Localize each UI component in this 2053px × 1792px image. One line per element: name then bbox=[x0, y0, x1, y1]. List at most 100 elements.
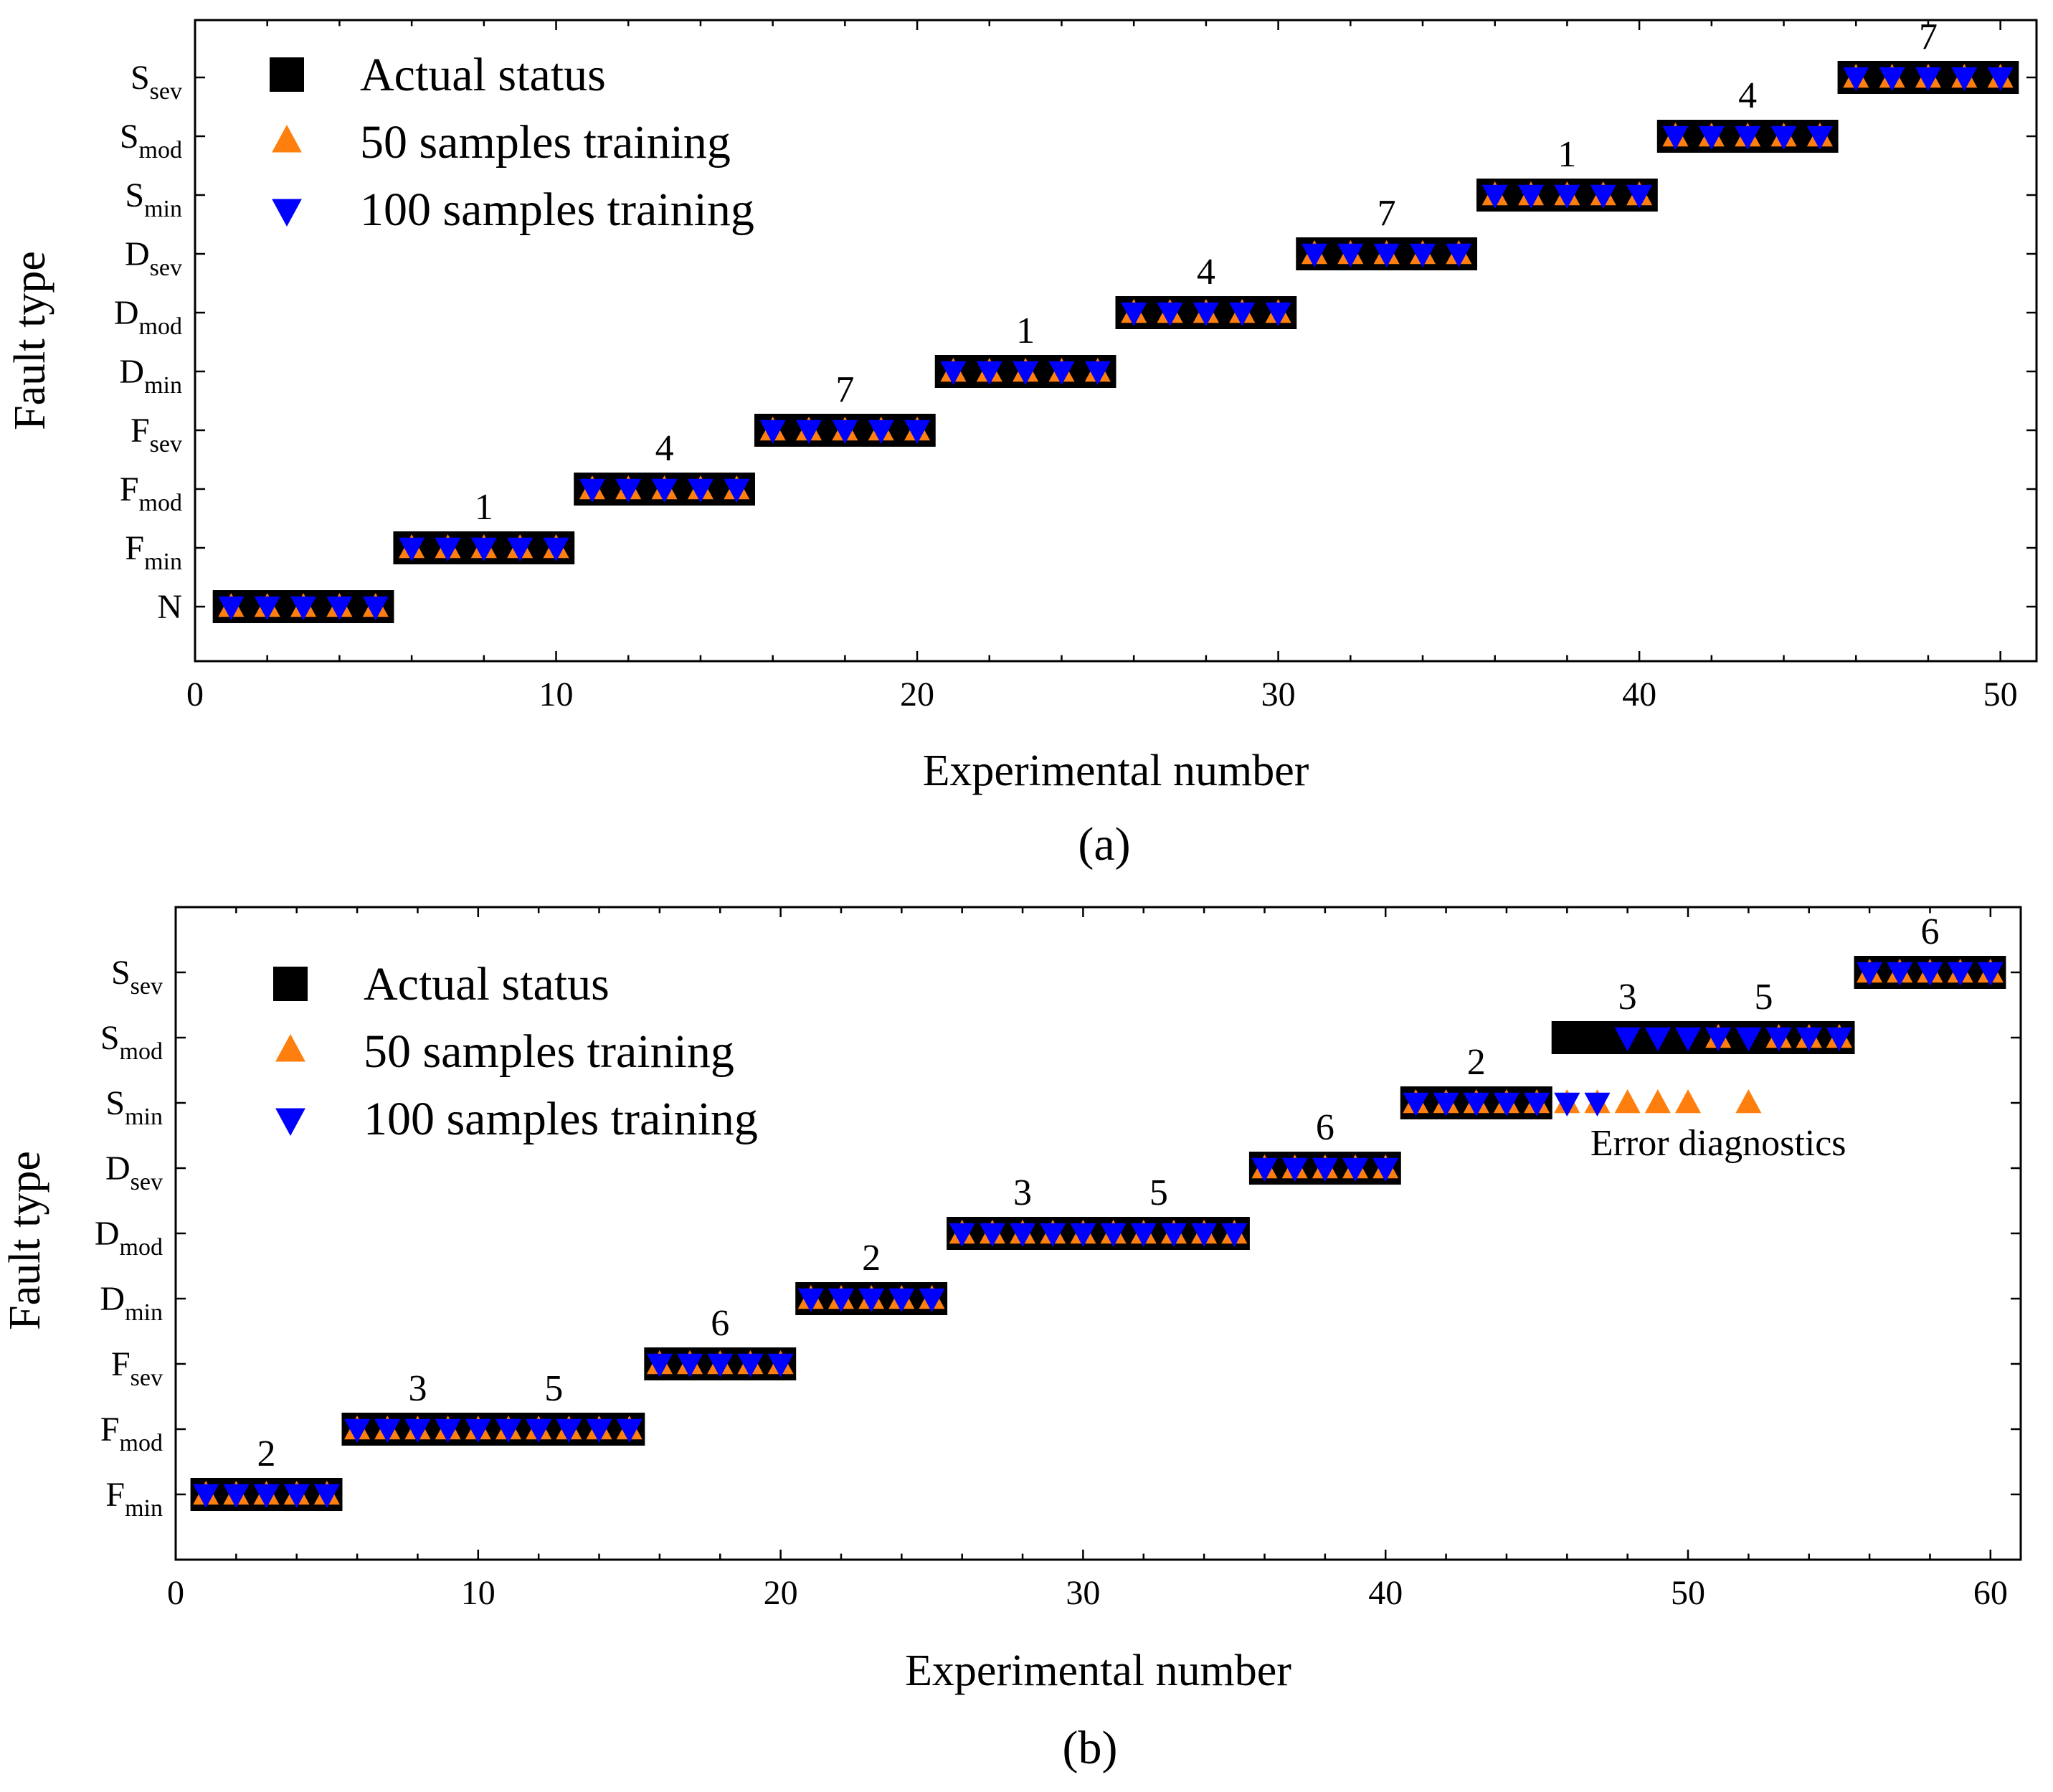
100-samples-marker bbox=[1463, 1092, 1489, 1117]
100-samples-marker bbox=[344, 1418, 371, 1443]
100-samples-marker bbox=[1084, 361, 1111, 385]
100-samples-marker bbox=[1644, 1027, 1671, 1051]
100-samples-marker bbox=[1372, 1157, 1399, 1182]
100-samples-marker bbox=[1843, 67, 1869, 91]
x-tick-label: 20 bbox=[900, 675, 934, 714]
100-samples-marker bbox=[677, 1353, 703, 1378]
100-samples-marker bbox=[1337, 243, 1364, 267]
100-samples-marker bbox=[1373, 243, 1400, 267]
annotation-label: 5 bbox=[1149, 1172, 1168, 1213]
x-tick-label: 40 bbox=[1622, 675, 1656, 714]
100-samples-marker bbox=[651, 478, 678, 503]
x-tick-label: 0 bbox=[167, 1574, 184, 1612]
y-tick-label: Fmod bbox=[120, 470, 182, 516]
100-samples-marker bbox=[1735, 125, 1761, 150]
100-samples-marker bbox=[1312, 1157, 1338, 1182]
annotation-label: 7 bbox=[1919, 16, 1938, 57]
100-samples-marker bbox=[707, 1353, 734, 1378]
y-tick-label: Fmin bbox=[105, 1476, 163, 1522]
100-samples-marker bbox=[579, 478, 605, 503]
100-samples-marker bbox=[556, 1418, 582, 1443]
y-tick-label: Fsev bbox=[131, 412, 182, 458]
100-samples-marker bbox=[193, 1484, 219, 1508]
y-tick-label: N bbox=[157, 588, 182, 626]
x-tick-label: 60 bbox=[1973, 1574, 2008, 1612]
y-axis-title: Fault type bbox=[6, 251, 54, 430]
annotation-label: 4 bbox=[1738, 75, 1757, 116]
100-samples-marker bbox=[976, 361, 1002, 385]
x-axis-title: Experimental number bbox=[923, 746, 1309, 795]
100-samples-marker bbox=[435, 537, 461, 561]
annotation-label: 2 bbox=[862, 1238, 881, 1279]
100-samples-marker bbox=[1481, 184, 1508, 209]
legend-label: 50 samples training bbox=[360, 116, 731, 169]
100-samples-marker bbox=[543, 537, 569, 561]
x-tick-label: 10 bbox=[461, 1574, 496, 1612]
annotation-label: 3 bbox=[408, 1368, 427, 1409]
100-samples-marker bbox=[1796, 1027, 1822, 1051]
100-samples-marker bbox=[1554, 184, 1580, 209]
100-samples-marker bbox=[1554, 1092, 1580, 1117]
100-samples-marker bbox=[1977, 962, 2004, 986]
y-tick-label: Smod bbox=[120, 118, 182, 163]
annotation-label: 4 bbox=[655, 428, 674, 469]
100-samples-marker bbox=[1917, 962, 1943, 986]
x-tick-label: 0 bbox=[186, 675, 204, 714]
legend-label: 100 samples training bbox=[364, 1093, 758, 1145]
100-samples-marker bbox=[313, 1484, 340, 1508]
chart-panel-b: 0 10 20 30 40 50 60 Fmin Fmod Fsev Dmin Dmod Dsev Smi… bbox=[1, 906, 2022, 1695]
annotation-label: 1 bbox=[475, 487, 493, 528]
100-samples-marker bbox=[1121, 302, 1147, 326]
100-samples-marker bbox=[1048, 361, 1075, 385]
100-samples-marker bbox=[1518, 184, 1545, 209]
100-samples-marker bbox=[1221, 1223, 1248, 1247]
100-samples-marker bbox=[949, 1223, 975, 1247]
100-samples-marker bbox=[1342, 1157, 1369, 1182]
annotation-label: 5 bbox=[544, 1368, 563, 1409]
100-samples-marker bbox=[1301, 243, 1327, 267]
100-samples-marker bbox=[362, 596, 389, 620]
100-samples-marker bbox=[737, 1353, 764, 1378]
100-samples-marker bbox=[283, 1484, 310, 1508]
legend-triangle-up-icon bbox=[272, 125, 302, 153]
100-samples-marker bbox=[1040, 1223, 1066, 1247]
100-samples-marker bbox=[1446, 243, 1472, 267]
100-samples-marker bbox=[435, 1418, 461, 1443]
100-samples-marker bbox=[1409, 243, 1436, 267]
100-samples-marker bbox=[254, 596, 280, 620]
plot-frame bbox=[194, 19, 2038, 663]
50-samples-marker bbox=[1644, 1089, 1671, 1114]
100-samples-marker bbox=[1698, 125, 1725, 150]
100-samples-marker bbox=[1524, 1092, 1550, 1117]
annotation-label: 3 bbox=[1013, 1172, 1032, 1213]
50-samples-marker bbox=[1614, 1089, 1641, 1114]
panel-b-caption: (b) bbox=[1062, 1722, 1118, 1774]
annotation-label: 5 bbox=[1754, 977, 1773, 1018]
100-samples-marker bbox=[326, 596, 353, 620]
100-samples-marker bbox=[1915, 67, 1941, 91]
100-samples-marker bbox=[1951, 67, 1978, 91]
100-samples-marker bbox=[374, 1418, 401, 1443]
100-samples-marker bbox=[828, 1288, 855, 1312]
y-tick-label: Dmod bbox=[114, 294, 182, 340]
100-samples-marker bbox=[1705, 1027, 1732, 1051]
100-samples-marker bbox=[1806, 125, 1833, 150]
y-tick-label: Dmod bbox=[95, 1215, 163, 1261]
y-tick-label: Dsev bbox=[105, 1149, 163, 1195]
100-samples-marker bbox=[1590, 184, 1616, 209]
100-samples-marker bbox=[1251, 1157, 1278, 1182]
100-samples-marker bbox=[1009, 1223, 1036, 1247]
100-samples-marker bbox=[759, 419, 786, 444]
100-samples-marker bbox=[795, 419, 822, 444]
100-samples-marker bbox=[1229, 302, 1256, 326]
100-samples-marker bbox=[1160, 1223, 1187, 1247]
annotation-label: 6 bbox=[1316, 1107, 1334, 1148]
100-samples-marker bbox=[1100, 1223, 1127, 1247]
x-tick-label: 30 bbox=[1261, 675, 1296, 714]
100-samples-marker bbox=[1130, 1223, 1157, 1247]
y-tick-label: Dmin bbox=[119, 353, 182, 399]
y-tick-label: Fsev bbox=[111, 1345, 163, 1391]
legend-triangle-down-icon bbox=[275, 1108, 305, 1136]
100-samples-marker bbox=[465, 1418, 491, 1443]
x-tick-label: 10 bbox=[539, 675, 574, 714]
